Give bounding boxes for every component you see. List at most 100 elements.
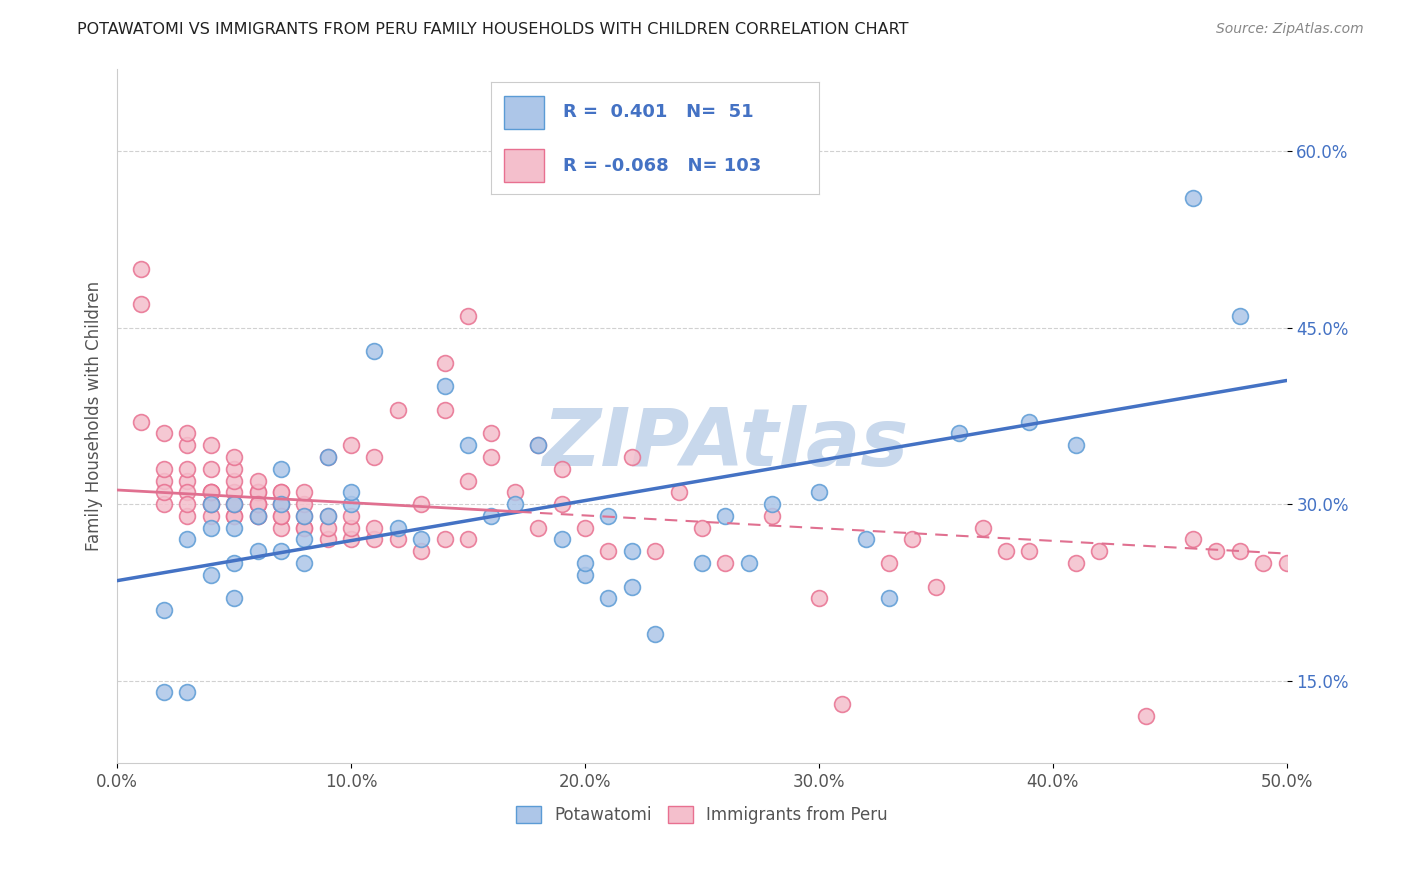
Point — [153, 497, 176, 511]
Point — [246, 474, 269, 488]
Point — [481, 508, 503, 523]
Point — [340, 485, 363, 500]
Text: ZIPAtlas: ZIPAtlas — [543, 405, 908, 483]
Point — [1088, 544, 1111, 558]
Point — [761, 497, 783, 511]
Point — [270, 544, 292, 558]
Point — [176, 533, 198, 547]
Point — [224, 474, 246, 488]
Point — [1275, 556, 1298, 570]
Point — [994, 544, 1017, 558]
Point — [877, 591, 900, 606]
Point — [246, 485, 269, 500]
Point — [316, 450, 339, 464]
Point — [1182, 191, 1205, 205]
Point — [270, 485, 292, 500]
Point — [527, 438, 550, 452]
Point — [200, 567, 222, 582]
Point — [527, 438, 550, 452]
Point — [270, 497, 292, 511]
Point — [761, 508, 783, 523]
Point — [224, 497, 246, 511]
Point — [176, 438, 198, 452]
Point — [363, 521, 385, 535]
Point — [690, 556, 713, 570]
Text: POTAWATOMI VS IMMIGRANTS FROM PERU FAMILY HOUSEHOLDS WITH CHILDREN CORRELATION C: POTAWATOMI VS IMMIGRANTS FROM PERU FAMIL… — [77, 22, 908, 37]
Point — [176, 474, 198, 488]
Point — [224, 462, 246, 476]
Point — [316, 533, 339, 547]
Point — [714, 508, 737, 523]
Point — [433, 356, 456, 370]
Point — [457, 309, 479, 323]
Point — [153, 462, 176, 476]
Point — [503, 485, 526, 500]
Point — [644, 544, 666, 558]
Point — [129, 261, 152, 276]
Point — [246, 508, 269, 523]
Point — [292, 485, 315, 500]
Point — [224, 508, 246, 523]
Point — [714, 556, 737, 570]
Point — [831, 698, 853, 712]
Point — [340, 533, 363, 547]
Point — [1064, 438, 1087, 452]
Point — [224, 497, 246, 511]
Point — [270, 508, 292, 523]
Point — [972, 521, 994, 535]
Point — [481, 426, 503, 441]
Point — [270, 497, 292, 511]
Point — [901, 533, 924, 547]
Point — [1229, 309, 1251, 323]
Point — [153, 426, 176, 441]
Point — [224, 497, 246, 511]
Point — [200, 485, 222, 500]
Point — [270, 485, 292, 500]
Point — [1229, 544, 1251, 558]
Point — [1018, 415, 1040, 429]
Point — [340, 508, 363, 523]
Point — [574, 556, 596, 570]
Point — [1018, 544, 1040, 558]
Point — [270, 497, 292, 511]
Point — [176, 685, 198, 699]
Point — [270, 521, 292, 535]
Point — [363, 533, 385, 547]
Point — [246, 544, 269, 558]
Point — [550, 497, 572, 511]
Point — [1064, 556, 1087, 570]
Point — [387, 403, 409, 417]
Point — [1205, 544, 1227, 558]
Point — [948, 426, 970, 441]
Point — [246, 485, 269, 500]
Point — [433, 403, 456, 417]
Point — [292, 508, 315, 523]
Point — [153, 685, 176, 699]
Point — [363, 450, 385, 464]
Point — [129, 415, 152, 429]
Point — [200, 485, 222, 500]
Point — [176, 485, 198, 500]
Point — [200, 521, 222, 535]
Point — [1182, 533, 1205, 547]
Point — [176, 462, 198, 476]
Point — [200, 497, 222, 511]
Point — [387, 533, 409, 547]
Point — [574, 521, 596, 535]
Point — [292, 533, 315, 547]
Point — [387, 521, 409, 535]
Point — [433, 379, 456, 393]
Point — [292, 521, 315, 535]
Point — [411, 533, 433, 547]
Point — [200, 485, 222, 500]
Point — [153, 603, 176, 617]
Point — [855, 533, 877, 547]
Legend: Potawatomi, Immigrants from Peru: Potawatomi, Immigrants from Peru — [516, 806, 889, 824]
Point — [129, 297, 152, 311]
Point — [224, 508, 246, 523]
Point — [340, 521, 363, 535]
Point — [224, 591, 246, 606]
Point — [807, 485, 830, 500]
Point — [270, 508, 292, 523]
Point — [153, 474, 176, 488]
